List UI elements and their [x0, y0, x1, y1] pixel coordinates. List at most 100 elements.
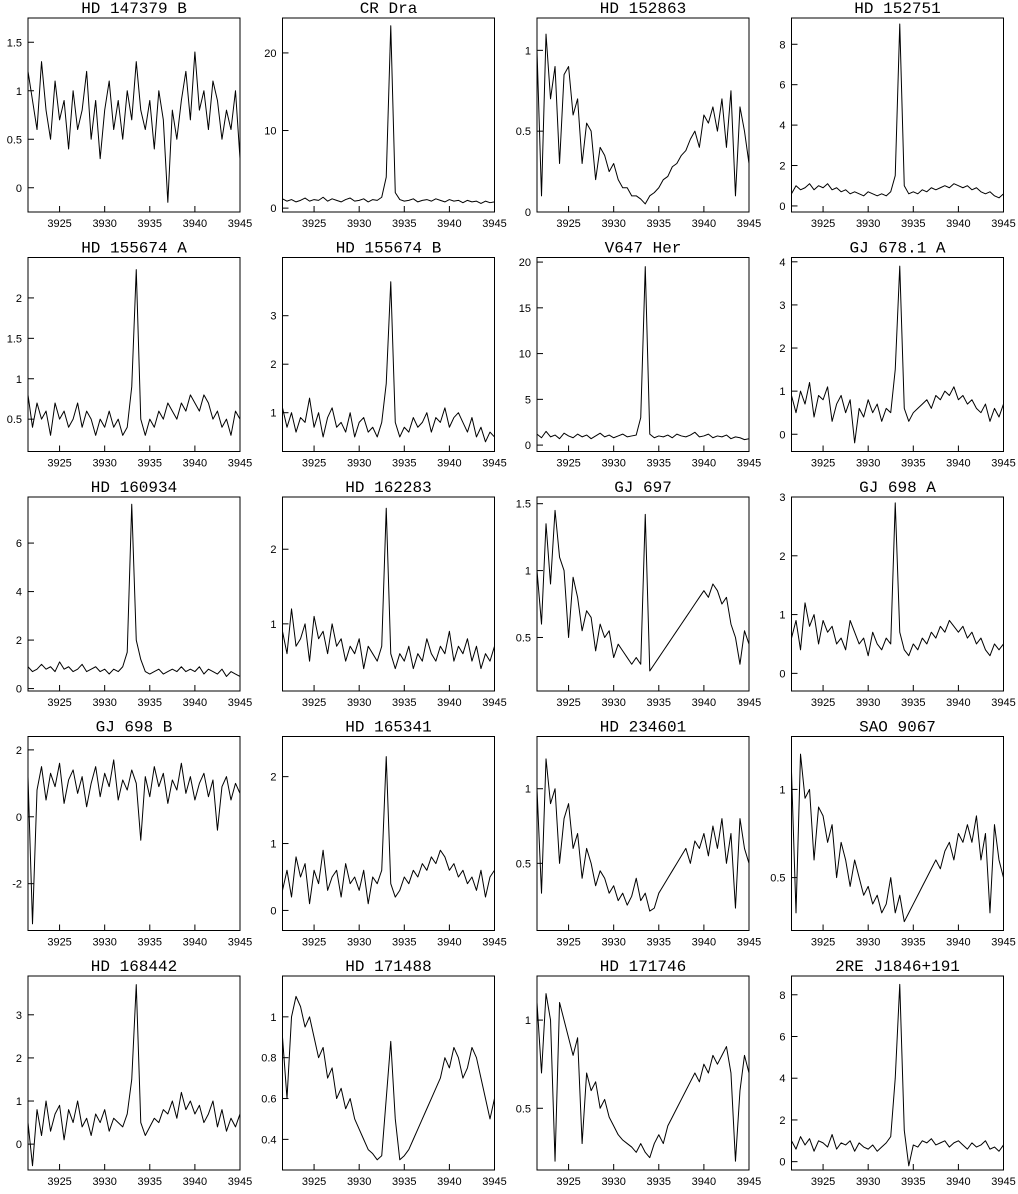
y-tick-label: 4	[779, 1073, 785, 1085]
y-tick-label: 2	[779, 161, 785, 173]
plot-area	[282, 756, 495, 905]
panel: HD 162283 3925 3930 3935 3940 3945 1 2	[270, 479, 506, 709]
panel: HD 147379 B 3925 3930 3935 3940 3945 0 0.5 1 1.5	[7, 0, 253, 230]
x-tick-label: 3925	[47, 218, 71, 230]
x-tick-label: 3940	[692, 697, 716, 709]
spectrum-line	[537, 758, 749, 912]
y-tick-label: 2	[779, 551, 785, 563]
panel-title: GJ 697	[614, 479, 672, 497]
y-tick-label: 0	[779, 429, 785, 441]
y-tick-label: 4	[779, 257, 785, 269]
y-tick-label: 0	[525, 440, 531, 452]
panel: SAO 9067 3925 3930 3935 3940 3945 0.5 1	[770, 719, 1016, 949]
x-tick-label: 3925	[47, 458, 71, 470]
x-tick-label: 3925	[47, 1176, 71, 1188]
panel-title: V647 Her	[605, 240, 682, 258]
x-tick-label: 3930	[601, 458, 625, 470]
panel: HD 168442 3925 3930 3935 3940 3945 0 1 2 3	[16, 958, 252, 1188]
x-tick-label: 3945	[228, 1176, 252, 1188]
x-tick-label: 3930	[92, 697, 116, 709]
y-tick-label: 1.5	[516, 499, 531, 511]
x-tick-label: 3940	[692, 218, 716, 230]
x-tick-label: 3930	[347, 697, 371, 709]
y-tick-label: 0.5	[516, 858, 531, 870]
x-tick-label: 3925	[811, 458, 835, 470]
x-tick-label: 3940	[692, 937, 716, 949]
plot-frame	[27, 496, 241, 692]
plot-frame	[27, 17, 241, 213]
x-tick-label: 3925	[556, 218, 580, 230]
spectrum-line	[537, 993, 749, 1162]
y-tick-label: 1	[525, 784, 531, 796]
y-tick-label: 1	[16, 374, 22, 386]
x-tick-label: 3925	[302, 218, 326, 230]
spectrum-line	[791, 983, 1004, 1167]
x-tick-label: 3940	[183, 1176, 207, 1188]
panel-title: HD 160934	[91, 479, 177, 497]
x-tick-label: 3935	[647, 697, 671, 709]
x-tick-label: 3925	[811, 1176, 835, 1188]
x-tick-label: 3940	[183, 458, 207, 470]
y-tick-label: 1.5	[7, 37, 22, 49]
x-tick-label: 3945	[482, 458, 506, 470]
x-tick-label: 3940	[183, 697, 207, 709]
x-tick-label: 3935	[901, 1176, 925, 1188]
panel-title: HD 234601	[600, 719, 686, 737]
y-tick-label: 0	[779, 668, 785, 680]
x-tick-label: 3940	[692, 1176, 716, 1188]
panel: HD 152751 3925 3930 3935 3940 3945 0 2 4 6 8	[779, 0, 1015, 230]
y-tick-label: 2	[779, 1115, 785, 1127]
x-tick-label: 3935	[138, 218, 162, 230]
x-tick-label: 3930	[856, 218, 880, 230]
panel-title: HD 162283	[345, 479, 431, 497]
spectrum-line	[28, 984, 240, 1167]
x-tick-label: 3945	[737, 458, 761, 470]
x-tick-label: 3930	[92, 458, 116, 470]
y-tick-label: 2	[270, 359, 276, 371]
panel-title: HD 152751	[854, 0, 940, 18]
y-tick-label: 2	[779, 343, 785, 355]
x-tick-label: 3930	[601, 1176, 625, 1188]
y-tick-label: 0	[270, 203, 276, 215]
x-tick-label: 3945	[482, 937, 506, 949]
y-tick-label: 8	[779, 39, 785, 51]
spectrum-line	[537, 33, 749, 205]
plot-area	[282, 507, 495, 670]
x-tick-label: 3930	[856, 697, 880, 709]
x-tick-label: 3925	[556, 697, 580, 709]
plot-frame	[791, 975, 1004, 1171]
x-tick-label: 3940	[437, 218, 461, 230]
y-tick-label: 1.5	[7, 333, 22, 345]
y-tick-label: 2	[16, 745, 22, 757]
y-tick-label: 1	[779, 386, 785, 398]
plot-frame	[536, 257, 750, 452]
x-tick-label: 3940	[946, 458, 970, 470]
spectrum-line	[282, 25, 495, 204]
spectrum-line	[282, 507, 495, 670]
plot-frame	[27, 975, 241, 1171]
panel-title: HD 171746	[600, 958, 686, 976]
y-tick-label: 6	[779, 1031, 785, 1043]
x-tick-label: 3935	[901, 218, 925, 230]
x-tick-label: 3935	[392, 218, 416, 230]
x-tick-label: 3935	[647, 218, 671, 230]
plot-area	[28, 984, 240, 1167]
y-tick-label: 1	[16, 1096, 22, 1108]
x-tick-label: 3935	[392, 1176, 416, 1188]
x-tick-label: 3925	[556, 937, 580, 949]
y-tick-label: 0	[16, 1139, 22, 1151]
y-tick-label: 1	[779, 610, 785, 622]
y-tick-label: 8	[779, 990, 785, 1002]
x-tick-label: 3945	[991, 458, 1015, 470]
y-tick-label: 0	[16, 183, 22, 195]
panel: HD 165341 3925 3930 3935 3940 3945 0 1 2	[270, 719, 506, 949]
panel-title: HD 155674 A	[81, 240, 187, 258]
x-tick-label: 3940	[946, 1176, 970, 1188]
plot-area	[28, 269, 240, 436]
panel: HD 155674 A 3925 3930 3935 3940 3945 0.5 1 1.5 2	[7, 240, 253, 470]
y-tick-label: 3	[779, 492, 785, 504]
y-tick-label: 0	[16, 812, 22, 824]
panel: GJ 678.1 A 3925 3930 3935 3940 3945 0 1 2 3 4	[779, 240, 1015, 470]
y-tick-label: 0	[525, 207, 531, 219]
panel-title: HD 155674 B	[336, 240, 442, 258]
